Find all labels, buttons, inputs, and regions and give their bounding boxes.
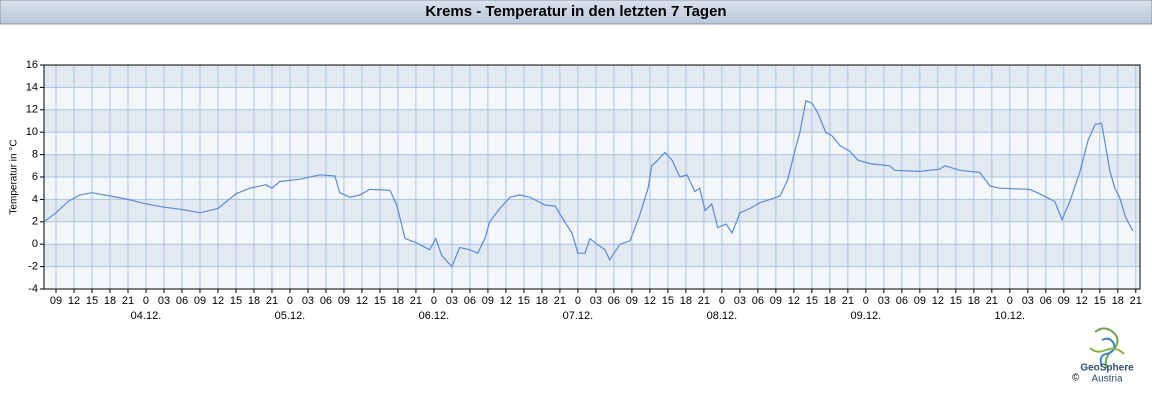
x-tick-label: 03: [878, 295, 890, 307]
x-tick-label: 21: [842, 295, 854, 307]
x-tick-label: 09: [1058, 295, 1070, 307]
y-tick-label: 6: [32, 171, 38, 183]
x-tick-label: 0: [575, 295, 581, 307]
x-tick-label: 0: [1007, 295, 1013, 307]
x-tick-label: 21: [122, 295, 134, 307]
x-tick-label: 03: [302, 295, 314, 307]
x-tick-label: 09: [194, 295, 206, 307]
day-label: 08.12.: [707, 310, 738, 322]
x-tick-label: 09: [338, 295, 350, 307]
day-label: 05.12.: [275, 310, 306, 322]
x-tick-label: 06: [464, 295, 476, 307]
y-tick-label: 8: [32, 149, 38, 161]
y-tick-label: -4: [28, 283, 38, 295]
x-tick-label: 12: [500, 295, 512, 307]
y-tick-label: 14: [26, 81, 38, 93]
x-tick-label: 18: [392, 295, 404, 307]
chart-title: Krems - Temperatur in den letzten 7 Tage…: [425, 3, 726, 20]
x-tick-label: 21: [1130, 295, 1142, 307]
x-tick-label: 0: [287, 295, 293, 307]
x-tick-label: 03: [446, 295, 458, 307]
x-tick-label: 0: [143, 295, 149, 307]
x-tick-label: 15: [230, 295, 242, 307]
logo-icon: [1089, 327, 1125, 369]
x-tick-label: 06: [608, 295, 620, 307]
x-tick-label: 06: [752, 295, 764, 307]
day-label: 10.12.: [995, 310, 1026, 322]
x-tick-label: 18: [680, 295, 692, 307]
y-axis-label: Temperatur in °C: [9, 139, 20, 214]
x-tick-label: 18: [1112, 295, 1124, 307]
x-tick-label: 12: [356, 295, 368, 307]
band: [44, 154, 1140, 177]
x-tick-label: 18: [968, 295, 980, 307]
temperature-line: [43, 99, 1134, 268]
x-tick-label: 06: [1040, 295, 1052, 307]
x-tick-label: 03: [1022, 295, 1034, 307]
logo-name: GeoSphere: [1080, 363, 1134, 374]
x-tick-label: 03: [590, 295, 602, 307]
y-tick-label: 2: [32, 216, 38, 228]
x-tick-label: 0: [719, 295, 725, 307]
x-tick-label: 18: [824, 295, 836, 307]
day-label: 04.12.: [131, 310, 162, 322]
copyright: ©: [1072, 373, 1080, 384]
band: [44, 177, 1140, 200]
x-tick-label: 06: [176, 295, 188, 307]
x-tick-label: 12: [212, 295, 224, 307]
y-tick-label: 12: [26, 104, 38, 116]
x-tick-label: 0: [431, 295, 437, 307]
x-tick-label: 03: [734, 295, 746, 307]
x-tick-label: 21: [266, 295, 278, 307]
x-tick-label: 09: [770, 295, 782, 307]
x-tick-label: 12: [788, 295, 800, 307]
x-tick-label: 0: [863, 295, 869, 307]
x-tick-label: 15: [374, 295, 386, 307]
x-tick-label: 06: [896, 295, 908, 307]
x-tick-label: 12: [932, 295, 944, 307]
y-tick-label: 4: [32, 193, 38, 205]
band: [44, 266, 1140, 289]
band: [44, 132, 1140, 155]
title-bar: [0, 0, 1152, 25]
x-tick-label: 06: [320, 295, 332, 307]
day-label: 09.12.: [851, 310, 882, 322]
x-tick-label: 21: [698, 295, 710, 307]
x-tick-label: 18: [104, 295, 116, 307]
y-tick-label: 0: [32, 238, 38, 250]
x-tick-label: 09: [626, 295, 638, 307]
x-tick-label: 18: [248, 295, 260, 307]
x-tick-label: 09: [482, 295, 494, 307]
band: [44, 244, 1140, 267]
y-tick-label: -2: [28, 261, 38, 273]
x-tick-label: 15: [950, 295, 962, 307]
x-tick-label: 21: [554, 295, 566, 307]
x-tick-label: 15: [518, 295, 530, 307]
band: [44, 87, 1140, 110]
y-tick-label: 16: [26, 59, 38, 71]
y-tick-label: 10: [26, 126, 38, 138]
x-tick-label: 15: [806, 295, 818, 307]
band: [44, 109, 1140, 133]
x-tick-label: 21: [986, 295, 998, 307]
x-tick-label: 21: [410, 295, 422, 307]
x-tick-label: 15: [662, 295, 674, 307]
x-tick-label: 15: [86, 295, 98, 307]
x-tick-label: 09: [50, 295, 62, 307]
logo-sub: Austria: [1091, 374, 1123, 385]
x-tick-label: 09: [914, 295, 926, 307]
day-label: 07.12.: [563, 310, 594, 322]
x-tick-label: 15: [1094, 295, 1106, 307]
x-tick-label: 18: [536, 295, 548, 307]
band: [44, 65, 1140, 88]
x-tick-label: 12: [644, 295, 656, 307]
day-label: 06.12.: [419, 310, 450, 322]
x-tick-label: 12: [1076, 295, 1088, 307]
plot: [43, 64, 1141, 290]
x-tick-label: 12: [68, 295, 80, 307]
x-tick-label: 03: [158, 295, 170, 307]
